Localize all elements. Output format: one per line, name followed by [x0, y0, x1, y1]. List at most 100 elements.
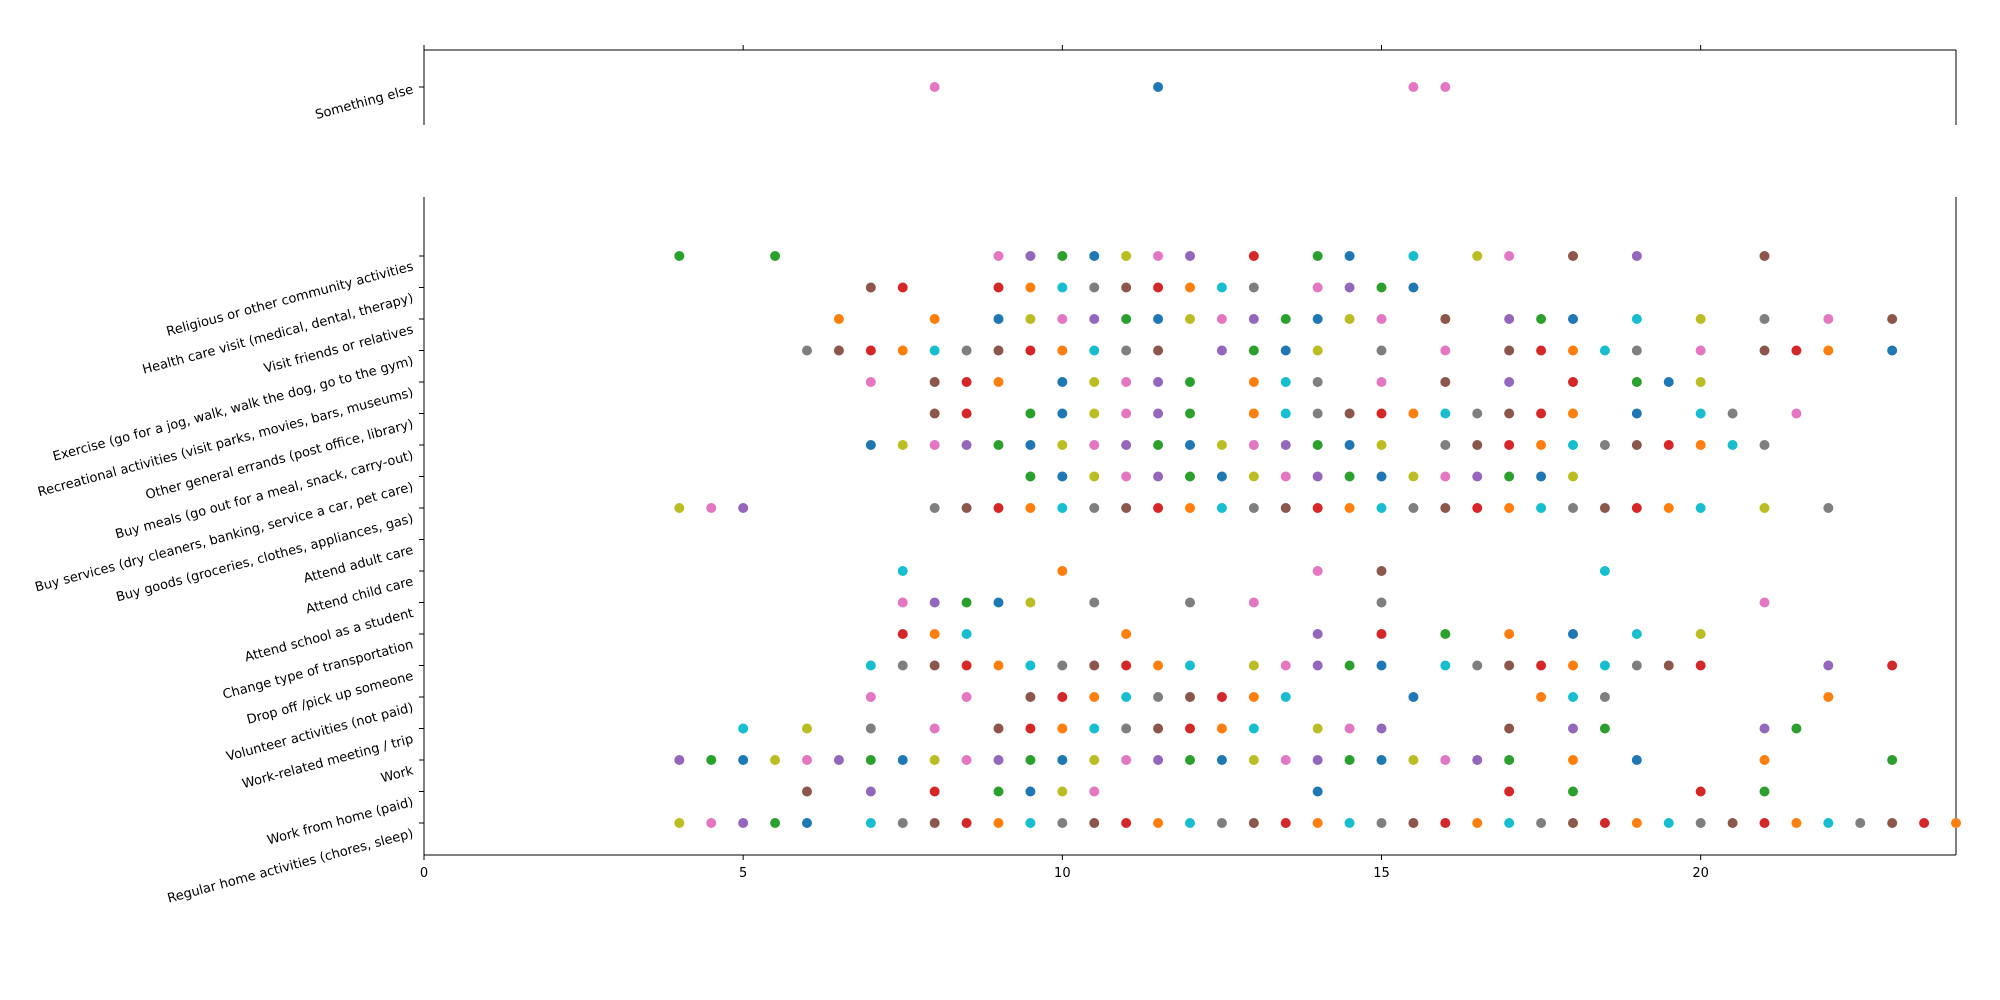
- data-point: [1216, 755, 1227, 765]
- data-point: [1121, 314, 1132, 324]
- data-point: [1089, 755, 1100, 765]
- data-point: [1025, 345, 1036, 356]
- data-point: [1121, 723, 1132, 734]
- data-point: [1536, 314, 1547, 324]
- data-point: [1631, 660, 1642, 671]
- data-point: [1025, 755, 1036, 765]
- data-point: [865, 377, 876, 387]
- data-point: [993, 597, 1004, 608]
- data-point: [929, 503, 940, 513]
- data-point: [929, 723, 940, 734]
- data-point: [833, 314, 844, 324]
- data-point: [1504, 755, 1515, 765]
- data-point: [1759, 314, 1770, 324]
- data-point: [929, 629, 940, 639]
- data-point: [1631, 251, 1642, 261]
- data-point: [1887, 660, 1898, 671]
- data-point: [961, 597, 972, 608]
- data-point: [1344, 408, 1355, 419]
- data-point: [1695, 408, 1706, 419]
- data-point: [1312, 503, 1323, 513]
- data-point: [1408, 692, 1419, 702]
- data-point: [993, 503, 1004, 513]
- data-point: [929, 818, 940, 828]
- main-y-tick-labels: Regular home activities (chores, sleep)W…: [34, 259, 416, 906]
- data-point: [1089, 723, 1100, 734]
- data-point: [1121, 408, 1132, 419]
- data-point: [1695, 345, 1706, 356]
- data-point: [1631, 629, 1642, 639]
- data-point: [1599, 692, 1610, 702]
- data-point: [961, 692, 972, 702]
- data-point: [1663, 377, 1674, 387]
- data-point: [1153, 345, 1164, 356]
- data-point: [1791, 723, 1802, 734]
- data-point: [674, 818, 685, 828]
- data-point: [1248, 755, 1259, 765]
- data-point: [1855, 818, 1866, 828]
- data-point: [1057, 345, 1068, 356]
- data-point: [1121, 440, 1132, 450]
- data-point: [897, 440, 908, 450]
- data-point: [1791, 345, 1802, 356]
- data-point: [1727, 440, 1738, 450]
- data-point: [929, 597, 940, 608]
- data-point: [1185, 377, 1195, 387]
- data-point: [1440, 345, 1451, 356]
- data-point: [1057, 471, 1068, 482]
- data-point: [865, 345, 876, 356]
- data-point: [1185, 692, 1195, 702]
- data-point: [1440, 629, 1451, 639]
- data-point: [1504, 629, 1515, 639]
- data-point: [897, 345, 908, 356]
- data-point: [1759, 818, 1770, 828]
- data-point: [1121, 660, 1132, 671]
- data-point: [1568, 440, 1578, 450]
- data-point: [1248, 692, 1259, 702]
- data-point: [993, 251, 1004, 261]
- data-point: [865, 692, 876, 702]
- data-point: [1440, 660, 1451, 671]
- data-point: [929, 82, 940, 92]
- data-point: [1312, 314, 1323, 324]
- data-point: [961, 755, 972, 765]
- data-point: [1216, 503, 1227, 513]
- data-point: [1216, 818, 1227, 828]
- data-point: [1025, 314, 1036, 324]
- data-point: [1248, 377, 1259, 387]
- data-point: [865, 755, 876, 765]
- data-point: [1025, 503, 1036, 513]
- data-point: [802, 345, 812, 356]
- data-point: [1536, 440, 1547, 450]
- data-point: [1568, 786, 1578, 797]
- data-point: [1153, 282, 1164, 293]
- data-point: [1312, 471, 1323, 482]
- data-point: [1312, 660, 1323, 671]
- data-point: [1025, 818, 1036, 828]
- data-point: [1376, 597, 1387, 608]
- data-point: [1376, 629, 1387, 639]
- data-point: [1951, 818, 1961, 828]
- data-point: [1153, 314, 1164, 324]
- data-point: [1631, 408, 1642, 419]
- data-point: [1472, 503, 1483, 513]
- data-point: [1248, 471, 1259, 482]
- data-point: [1536, 471, 1547, 482]
- data-point: [1823, 692, 1834, 702]
- data-point: [961, 345, 972, 356]
- data-point: [1344, 440, 1355, 450]
- data-point: [1185, 408, 1195, 419]
- data-point: [706, 818, 717, 828]
- data-point: [1568, 408, 1578, 419]
- data-point: [1440, 377, 1451, 387]
- data-point: [1121, 692, 1132, 702]
- data-point: [1568, 692, 1578, 702]
- data-point: [1121, 755, 1132, 765]
- data-point: [738, 755, 749, 765]
- data-point: [1823, 314, 1834, 324]
- data-point: [1089, 282, 1100, 293]
- data-point: [1057, 723, 1068, 734]
- data-point: [1248, 440, 1259, 450]
- data-point: [1025, 723, 1036, 734]
